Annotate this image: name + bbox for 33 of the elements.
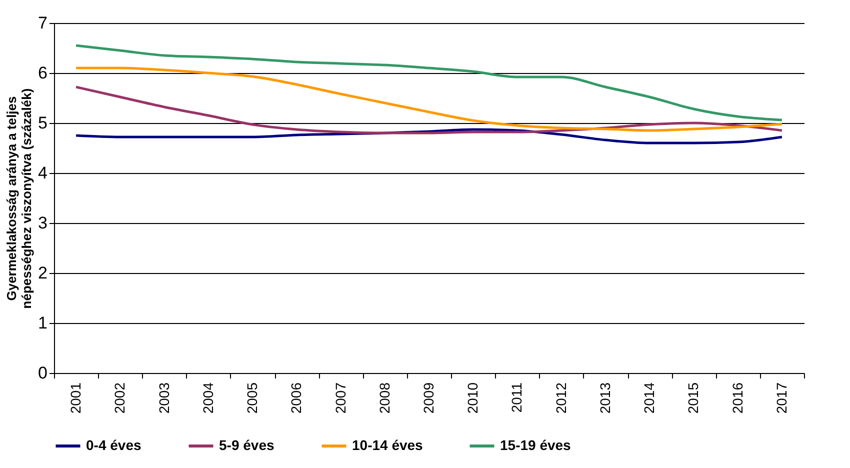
- x-tick-label: 2010: [464, 382, 481, 414]
- y-tick-label: 2: [38, 264, 48, 282]
- y-tick-label: 0: [38, 364, 48, 382]
- y-tick-label: 6: [38, 64, 48, 82]
- legend-label: 5-9 éves: [219, 437, 274, 453]
- y-axis-title: Gyermeklakosság aránya a teljes népességhez viszonyítva (százalék): [4, 88, 34, 309]
- y-tick-label: 7: [38, 14, 48, 32]
- y-tick-label: 1: [38, 314, 48, 332]
- y-tick-label: 4: [38, 164, 48, 182]
- x-tick-label: 2001: [68, 382, 84, 414]
- x-tick-label: 2012: [552, 382, 569, 414]
- x-tick-label: 2013: [596, 382, 613, 414]
- x-tick-label: 2008: [376, 382, 392, 414]
- x-tick-label: 2014: [641, 382, 658, 414]
- line-series: [74, 44, 784, 122]
- legend-label: 0-4 éves: [86, 437, 142, 453]
- x-tick-label: 2016: [729, 382, 746, 414]
- y-tick-label: 3: [38, 214, 48, 232]
- x-tick-label: 2002: [112, 382, 128, 414]
- x-tick-label: 2007: [332, 382, 348, 414]
- x-tick-label: 2011: [508, 382, 525, 413]
- x-tick-label: 2003: [156, 382, 172, 414]
- y-tick-label: 5: [38, 114, 48, 132]
- x-tick-label: 2004: [200, 382, 216, 414]
- line-series: [74, 66, 784, 132]
- x-tick-label: 2017: [773, 382, 790, 414]
- x-tick-label: 2006: [288, 382, 304, 414]
- line-series: [74, 86, 784, 134]
- x-tick-label: 2009: [420, 382, 436, 414]
- legend-label: 15-19 éves: [500, 437, 572, 453]
- x-tick-label: 2015: [685, 382, 702, 414]
- legend-label: 10-14 éves: [352, 437, 424, 453]
- x-tick-label: 2005: [244, 382, 260, 414]
